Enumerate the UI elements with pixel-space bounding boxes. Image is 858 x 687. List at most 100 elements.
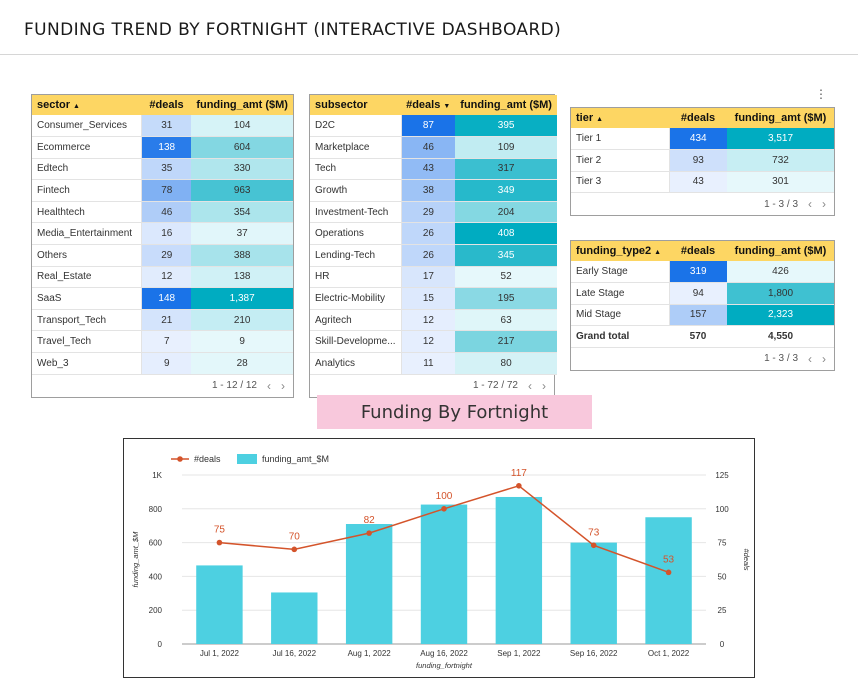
x-axis-tick-label: Oct 1, 2022	[648, 649, 690, 658]
table-row[interactable]: Ecommerce 138 604	[32, 136, 293, 159]
deals-data-label: 73	[588, 527, 600, 538]
table-row[interactable]: Tier 1 434 3,517	[571, 128, 834, 151]
funding-cell: 2,323	[727, 304, 834, 327]
sort-ascending-icon[interactable]: ▲	[73, 103, 80, 110]
column-header[interactable]: #deals	[669, 108, 727, 128]
funding-cell: 395	[455, 115, 557, 138]
deals-cell: 93	[669, 149, 727, 172]
chevron-left-icon[interactable]: ‹	[808, 197, 812, 212]
table-row[interactable]: Fintech 78 963	[32, 179, 293, 202]
section-banner: Funding By Fortnight	[317, 395, 592, 429]
funding-cell: 1,800	[727, 282, 834, 305]
deals-data-label: 82	[364, 515, 376, 526]
chevron-right-icon[interactable]: ›	[822, 197, 826, 212]
legend-deals-label: #deals	[194, 454, 221, 464]
chevron-right-icon[interactable]: ›	[281, 378, 285, 393]
column-header[interactable]: #deals ▼	[401, 95, 456, 115]
table-row[interactable]: Lending-Tech 26 345	[310, 244, 557, 267]
chevron-right-icon[interactable]: ›	[822, 351, 826, 366]
table-row[interactable]: Media_Entertainment 16 37	[32, 222, 293, 246]
funding-cell: 9	[191, 330, 293, 354]
table-row[interactable]: Real_Estate 12 138	[32, 266, 293, 289]
deals-cell: 434	[669, 128, 727, 151]
row-label-cell: Tier 1	[571, 128, 670, 151]
column-header-label: tier	[576, 112, 594, 124]
deals-cell: 94	[669, 282, 727, 305]
deals-point	[665, 569, 672, 576]
row-label-cell: Tech	[310, 158, 402, 181]
chevron-left-icon[interactable]: ‹	[528, 378, 532, 393]
y-axis-tick-label: 800	[149, 505, 163, 514]
column-header[interactable]: funding_type2 ▲	[571, 241, 669, 261]
funding-cell: 354	[191, 201, 293, 224]
table-row[interactable]: Analytics 11 80	[310, 352, 557, 375]
table-row[interactable]: HR 17 52	[310, 266, 557, 289]
y-axis-title: funding_amt_$M	[131, 531, 140, 588]
funding-cell: 3,517	[727, 128, 834, 151]
table-row[interactable]: D2C 87 395	[310, 115, 557, 138]
deals-cell: 148	[141, 287, 192, 310]
deals-data-label: 100	[436, 491, 453, 502]
deals-data-label: 70	[289, 531, 301, 542]
table-row[interactable]: Growth 38 349	[310, 179, 557, 202]
funding-cell: 28	[191, 352, 293, 375]
funding-cell: 104	[191, 115, 293, 138]
deals-point	[516, 483, 522, 489]
column-header-label: funding_amt ($M)	[734, 112, 827, 124]
deals-point	[366, 530, 372, 536]
chevron-right-icon[interactable]: ›	[542, 378, 546, 393]
deals-data-label: 75	[214, 525, 226, 536]
row-label-cell: Operations	[310, 222, 402, 246]
table-row[interactable]: Healthtech 46 354	[32, 201, 293, 224]
column-header[interactable]: #deals	[669, 241, 727, 261]
column-header[interactable]: sector ▲	[32, 95, 142, 115]
more-vert-icon[interactable]: ⋮	[815, 87, 827, 101]
table-row[interactable]: Early Stage 319 426	[571, 261, 834, 284]
funding-cell: 349	[455, 179, 557, 202]
table-row[interactable]: Marketplace 46 109	[310, 136, 557, 159]
table-row[interactable]: Investment-Tech 29 204	[310, 201, 557, 224]
table-row[interactable]: Operations 26 408	[310, 222, 557, 246]
column-header[interactable]: funding_amt ($M)	[727, 241, 834, 261]
column-header[interactable]: #deals	[141, 95, 192, 115]
chevron-left-icon[interactable]: ‹	[808, 351, 812, 366]
table-row[interactable]: SaaS 148 1,387	[32, 287, 293, 310]
funding-cell: 37	[191, 222, 293, 246]
table-row[interactable]: Web_3 9 28	[32, 352, 293, 375]
pagination: 1 - 72 / 72 ‹ ›	[310, 375, 554, 397]
table-row[interactable]: Tier 2 93 732	[571, 149, 834, 172]
y-axis-tick-label: 400	[149, 572, 163, 581]
row-label-cell: Media_Entertainment	[32, 222, 143, 246]
chevron-left-icon[interactable]: ‹	[267, 378, 271, 393]
deals-cell: 12	[401, 330, 456, 354]
column-header[interactable]: funding_amt ($M)	[455, 95, 557, 115]
row-label-cell: Late Stage	[571, 282, 670, 305]
table-row[interactable]: Electric-Mobility 15 195	[310, 287, 557, 310]
table-row[interactable]: Transport_Tech 21 210	[32, 309, 293, 332]
sort-ascending-icon[interactable]: ▲	[596, 116, 604, 123]
column-header[interactable]: funding_amt ($M)	[191, 95, 293, 115]
sort-ascending-icon[interactable]: ▲	[654, 249, 662, 256]
column-header[interactable]: funding_amt ($M)	[727, 108, 834, 128]
table-row[interactable]: Travel_Tech 7 9	[32, 330, 293, 354]
grand-total-value: 4,550	[727, 325, 834, 348]
table-row[interactable]: Edtech 35 330	[32, 158, 293, 181]
table-row[interactable]: Tier 3 43 301	[571, 171, 834, 194]
column-header[interactable]: tier ▲	[571, 108, 669, 128]
sort-descending-icon[interactable]: ▼	[443, 103, 451, 110]
row-label-cell: Analytics	[310, 352, 402, 375]
table-row[interactable]: Agritech 12 63	[310, 309, 557, 332]
deals-cell: 17	[401, 266, 456, 289]
table-row[interactable]: Consumer_Services 31 104	[32, 115, 293, 138]
table-row[interactable]: Tech 43 317	[310, 158, 557, 181]
table-row[interactable]: Late Stage 94 1,800	[571, 282, 834, 305]
column-header-label: funding_amt ($M)	[196, 99, 288, 111]
table-row[interactable]: Skill-Developme... 12 217	[310, 330, 557, 354]
column-header-label: #deals	[149, 99, 184, 111]
column-header[interactable]: subsector	[310, 95, 402, 115]
legend-bar-swatch	[237, 454, 257, 464]
deals-cell: 43	[401, 158, 456, 181]
y-axis-tick-label: 600	[149, 539, 163, 548]
table-row[interactable]: Mid Stage 157 2,323	[571, 304, 834, 327]
table-row[interactable]: Others 29 388	[32, 244, 293, 267]
